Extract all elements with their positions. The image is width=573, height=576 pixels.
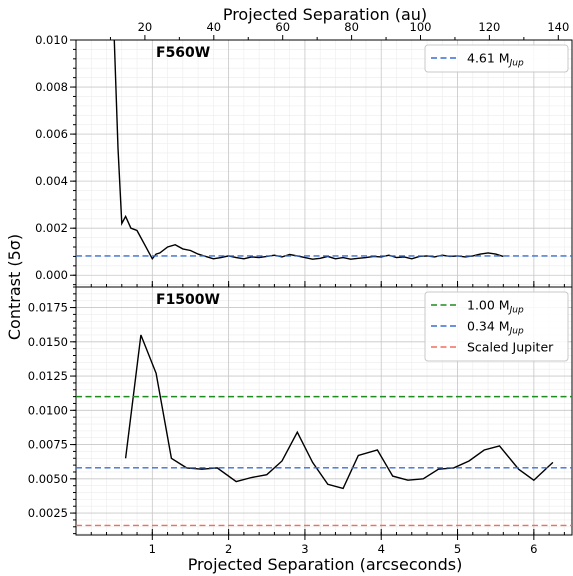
top-x-tick-label: 100	[410, 20, 432, 34]
y-tick-label: 0.0175	[28, 301, 68, 315]
x-tick-label: 4	[378, 542, 385, 556]
x-tick-label: 3	[301, 542, 308, 556]
panel-frame	[75, 286, 573, 536]
legend-label: Scaled Jupiter	[467, 340, 554, 355]
top-x-axis-title: Projected Separation (au)	[223, 5, 427, 24]
axes: 0.0025 0.0050 0.0075 0.0100 0.0125 0.0150 0.01…	[28, 286, 573, 556]
panel-f1500w: 0.0025 0.0050 0.0075 0.0100 0.0125 0.0150 0.01…	[28, 286, 573, 556]
x-tick-label: 2	[225, 542, 232, 556]
panel-f560w: 0.000 0.002 0.004 0.006 0.008 0.010 20 40 60 80 10…	[35, 20, 573, 288]
y-tick-label: 0.006	[35, 127, 68, 141]
legend-box	[424, 44, 569, 73]
x-tick-label: 6	[530, 542, 537, 556]
x-tick-label: 1	[149, 542, 156, 556]
legend-box	[424, 291, 569, 362]
y-tick-label: 0.0075	[28, 438, 68, 452]
y-tick-label: 0.0125	[28, 369, 68, 383]
top-x-tick-label: 40	[206, 20, 221, 34]
panel-label: F1500W	[156, 292, 220, 308]
series-group	[76, 334, 572, 527]
top-x-tick-label: 80	[344, 20, 359, 34]
y-tick-label: 0.000	[35, 268, 68, 282]
y-tick-label: 0.0050	[28, 472, 68, 486]
y-axis-title: Contrast (5σ)	[5, 234, 24, 340]
top-x-tick-label: 20	[138, 20, 153, 34]
y-tick-label: 0.0150	[28, 335, 68, 349]
y-tick-label: 0.0100	[28, 403, 68, 417]
x-tick-label: 5	[454, 542, 461, 556]
top-x-tick-label: 60	[275, 20, 290, 34]
top-x-tick-label: 140	[547, 20, 569, 34]
axes: 0.000 0.002 0.004 0.006 0.008 0.010 20 40 60 80 10…	[35, 20, 573, 288]
top-x-tick-label: 120	[478, 20, 500, 34]
panel-label: F560W	[156, 45, 210, 61]
y-tick-label: 0.0025	[28, 506, 68, 520]
shared-axes: Projected Separation (au) Projected Sepa…	[5, 5, 462, 574]
series-group	[76, 40, 572, 261]
y-tick-label: 0.010	[35, 33, 68, 47]
y-tick-label: 0.002	[35, 221, 68, 235]
panel-frame	[75, 39, 573, 288]
bottom-x-axis-title: Projected Separation (arcseconds)	[188, 555, 463, 574]
y-tick-label: 0.004	[35, 174, 68, 188]
grid	[76, 39, 572, 287]
y-tick-label: 0.008	[35, 80, 68, 94]
